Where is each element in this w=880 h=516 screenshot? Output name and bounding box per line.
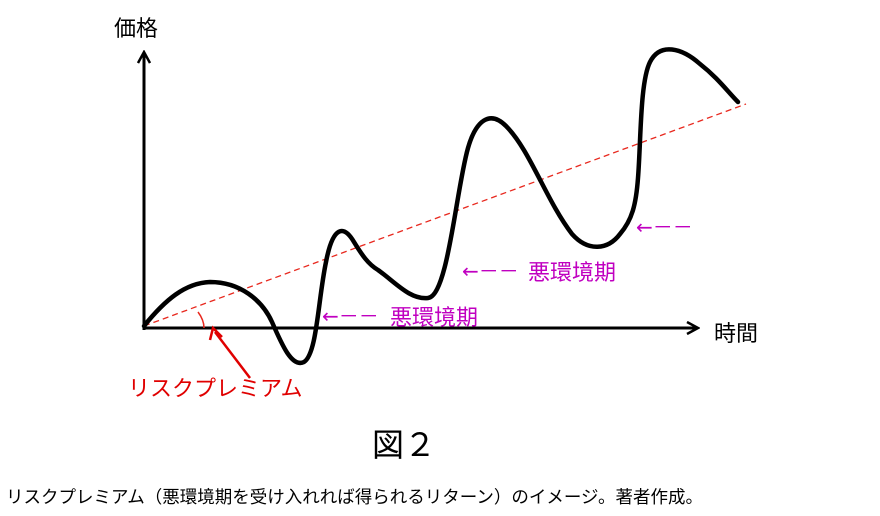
bad-period-arrow-2: ←－－: [462, 259, 519, 283]
risk-premium-arrow: [214, 331, 251, 379]
bad-period-arrow-3: ←－－: [636, 215, 693, 239]
x-axis-label: 時間: [714, 322, 758, 347]
angle-arc: [197, 311, 205, 329]
risk-premium-label: リスクプレミアム: [128, 377, 302, 402]
figure-number: 図２: [372, 426, 436, 464]
y-axis-label: 価格: [114, 17, 158, 42]
bad-period-arrow-1: ←－－: [322, 304, 379, 328]
risk-premium-arrowhead: [208, 325, 223, 341]
price-curve: [141, 47, 741, 366]
trend-line: [143, 103, 747, 327]
figure-caption: リスクプレミアム（悪環境期を受け入れれば得られるリターン）のイメージ。著者作成。: [6, 488, 703, 508]
bad-period-label-1: 悪環境期: [390, 306, 478, 331]
bad-period-label-2: 悪環境期: [528, 261, 616, 286]
